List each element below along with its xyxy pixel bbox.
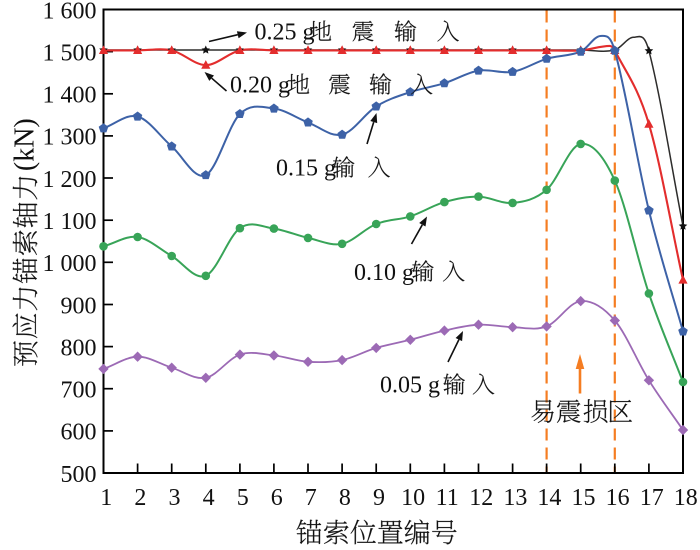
svg-text:18: 18 [674, 485, 698, 511]
svg-text:11: 11 [436, 485, 459, 511]
svg-text:0.20 g: 0.20 g [230, 73, 290, 99]
svg-text:8: 8 [339, 485, 351, 511]
svg-text:7: 7 [305, 485, 317, 511]
svg-text:14: 14 [537, 485, 561, 511]
svg-text:17: 17 [640, 485, 664, 511]
svg-text:1: 1 [100, 485, 112, 511]
svg-text:13: 13 [503, 485, 527, 511]
svg-text:700: 700 [61, 378, 97, 404]
svg-text:1 100: 1 100 [43, 209, 97, 235]
svg-text:900: 900 [61, 293, 97, 319]
svg-text:6: 6 [271, 485, 283, 511]
svg-text:0.15 g: 0.15 g [276, 156, 336, 182]
svg-text:1 200: 1 200 [43, 167, 97, 193]
svg-text:0.10 g: 0.10 g [354, 260, 414, 286]
svg-text:5: 5 [237, 485, 249, 511]
svg-text:0.25 g: 0.25 g [255, 20, 315, 46]
svg-text:2: 2 [134, 485, 146, 511]
svg-text:16: 16 [606, 485, 630, 511]
svg-text:800: 800 [61, 335, 97, 361]
svg-text:3: 3 [169, 485, 181, 511]
svg-text:1 500: 1 500 [43, 40, 97, 66]
svg-text:10: 10 [401, 485, 425, 511]
svg-text:4: 4 [203, 485, 215, 511]
svg-text:500: 500 [61, 462, 97, 488]
svg-text:1 400: 1 400 [43, 83, 97, 109]
svg-text:1 300: 1 300 [43, 125, 97, 151]
svg-text:600: 600 [61, 420, 97, 446]
svg-text:1 000: 1 000 [43, 251, 97, 277]
svg-text:12: 12 [469, 485, 493, 511]
svg-text:1 600: 1 600 [43, 0, 97, 24]
svg-text:9: 9 [373, 485, 385, 511]
svg-text:0.05 g: 0.05 g [380, 373, 440, 399]
svg-text:15: 15 [572, 485, 596, 511]
svg-text:(kN): (kN) [10, 118, 41, 171]
